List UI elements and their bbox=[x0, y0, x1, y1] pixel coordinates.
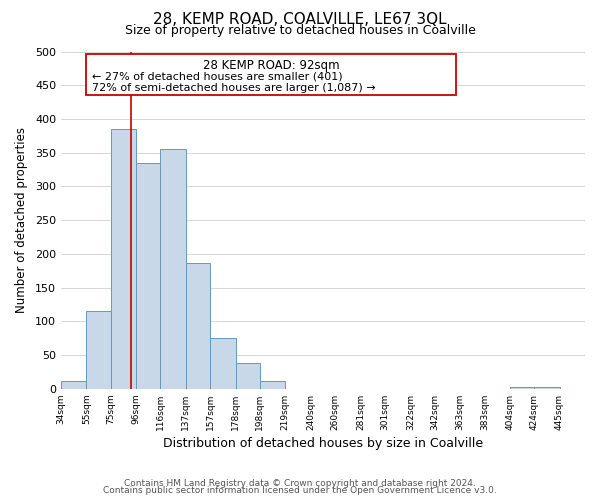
Bar bbox=[86, 310, 110, 389]
Bar bbox=[260, 380, 286, 389]
Text: 28 KEMP ROAD: 92sqm: 28 KEMP ROAD: 92sqm bbox=[203, 59, 340, 72]
Y-axis label: Number of detached properties: Number of detached properties bbox=[15, 127, 28, 313]
Bar bbox=[210, 338, 236, 389]
Text: Contains HM Land Registry data © Crown copyright and database right 2024.: Contains HM Land Registry data © Crown c… bbox=[124, 478, 476, 488]
Text: Size of property relative to detached houses in Coalville: Size of property relative to detached ho… bbox=[125, 24, 475, 37]
X-axis label: Distribution of detached houses by size in Coalville: Distribution of detached houses by size … bbox=[163, 437, 483, 450]
Text: 72% of semi-detached houses are larger (1,087) →: 72% of semi-detached houses are larger (… bbox=[92, 83, 376, 93]
Bar bbox=[534, 388, 560, 389]
Bar bbox=[160, 150, 186, 389]
Bar bbox=[186, 262, 210, 389]
Text: Contains public sector information licensed under the Open Government Licence v3: Contains public sector information licen… bbox=[103, 486, 497, 495]
Bar bbox=[61, 380, 86, 389]
Bar bbox=[236, 363, 260, 389]
Text: ← 27% of detached houses are smaller (401): ← 27% of detached houses are smaller (40… bbox=[92, 71, 343, 81]
Text: 28, KEMP ROAD, COALVILLE, LE67 3QL: 28, KEMP ROAD, COALVILLE, LE67 3QL bbox=[153, 12, 447, 28]
Bar bbox=[136, 163, 160, 389]
Bar bbox=[510, 388, 534, 389]
Bar bbox=[86, 54, 457, 96]
Bar bbox=[110, 129, 136, 389]
